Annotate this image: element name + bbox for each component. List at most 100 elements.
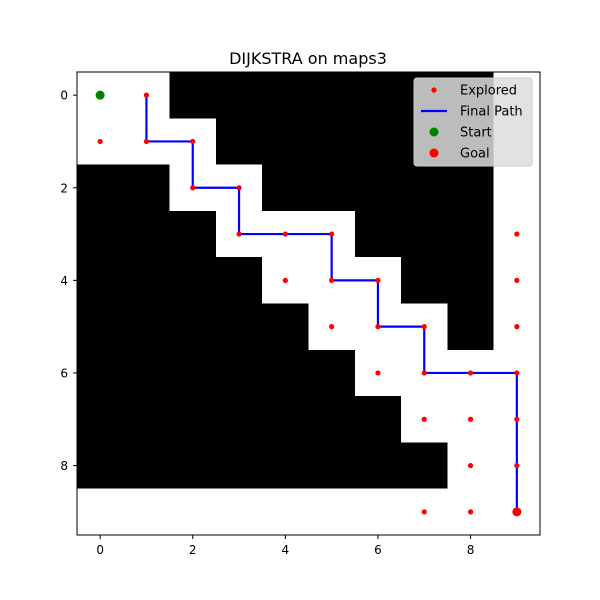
obstacle-cell xyxy=(169,396,216,443)
legend-label-goal: Goal xyxy=(460,147,490,162)
start-marker xyxy=(95,90,105,100)
x-tick-label: 2 xyxy=(189,543,197,557)
y-tick-label: 6 xyxy=(60,366,68,380)
explored-point xyxy=(467,370,474,376)
obstacle-cell xyxy=(354,442,402,489)
obstacle-cell xyxy=(77,164,124,211)
obstacle-cell xyxy=(169,303,216,350)
obstacle-cell xyxy=(262,396,309,443)
obstacle-cell xyxy=(169,72,216,119)
obstacle-cell xyxy=(447,164,494,211)
legend-label-start: Start xyxy=(460,126,492,141)
y-tick-label: 8 xyxy=(60,459,68,473)
final-path-layer xyxy=(145,95,518,512)
obstacle-cell xyxy=(123,442,170,489)
explored-point xyxy=(421,416,427,422)
obstacle-cell xyxy=(262,72,309,119)
legend-label-final-path: Final Path xyxy=(460,105,523,120)
obstacle-cell xyxy=(447,303,494,350)
obstacle-cell xyxy=(169,257,216,304)
obstacle-cell xyxy=(308,349,355,397)
explored-point xyxy=(421,324,427,330)
obstacle-cell xyxy=(401,164,448,211)
explored-point xyxy=(467,416,474,422)
obstacle-cell xyxy=(169,210,216,258)
y-tick-label: 2 xyxy=(60,181,68,195)
explored-point xyxy=(190,138,196,145)
final-path-line xyxy=(145,95,518,512)
obstacle-cell xyxy=(77,210,124,258)
explored-point xyxy=(421,509,427,515)
explored-point xyxy=(514,231,520,237)
explored-point xyxy=(514,416,520,422)
chart-title: DIJKSTRA on maps3 xyxy=(229,49,387,68)
explored-point xyxy=(236,231,242,237)
obstacle-cell xyxy=(308,118,355,165)
explored-point xyxy=(514,324,520,330)
explored-point xyxy=(514,462,520,469)
explored-point xyxy=(236,185,242,191)
y-tick-label: 0 xyxy=(60,89,68,103)
explored-point xyxy=(421,370,427,376)
explored-point xyxy=(514,370,520,376)
obstacle-cell xyxy=(354,210,402,258)
obstacle-cell xyxy=(215,442,263,489)
obstacle-cell xyxy=(215,303,263,350)
obstacle-cell xyxy=(77,442,124,489)
obstacle-cell xyxy=(354,396,402,443)
obstacle-cell xyxy=(308,396,355,443)
obstacle-cell xyxy=(77,257,124,304)
obstacle-cell xyxy=(123,164,170,211)
explored-point xyxy=(143,92,150,98)
obstacle-cell xyxy=(308,164,355,211)
explored-point xyxy=(97,138,103,145)
free-cell xyxy=(123,488,170,535)
obstacle-cell xyxy=(354,118,402,165)
obstacle-cell xyxy=(354,164,402,211)
legend-box xyxy=(413,77,533,167)
obstacle-cell xyxy=(447,210,494,258)
goal-marker xyxy=(512,507,522,517)
explored-point xyxy=(375,370,381,376)
start-goal-layer xyxy=(95,90,522,517)
explored-point xyxy=(143,138,150,145)
obstacle-cell xyxy=(77,303,124,350)
x-tick-label: 0 xyxy=(96,543,104,557)
obstacle-cell xyxy=(262,118,309,165)
axes-frame xyxy=(76,71,541,536)
explored-point xyxy=(467,509,474,515)
obstacle-cell xyxy=(262,349,309,397)
obstacle-cell xyxy=(123,210,170,258)
x-tick-label: 8 xyxy=(467,543,475,557)
explored-point xyxy=(329,324,335,330)
obstacle-cell xyxy=(123,303,170,350)
obstacle-cell xyxy=(401,257,448,304)
obstacle-cell xyxy=(169,349,216,397)
obstacle-cell xyxy=(354,72,402,119)
legend-swatch-goal xyxy=(429,148,439,158)
legend-label-explored: Explored xyxy=(460,84,517,99)
x-tick-label: 6 xyxy=(374,543,382,557)
obstacle-cell xyxy=(123,396,170,443)
free-cell xyxy=(354,488,402,535)
free-cell xyxy=(308,488,355,535)
explored-point xyxy=(282,231,288,237)
obstacle-cell xyxy=(215,349,263,397)
explored-point xyxy=(329,277,335,283)
obstacle-cell xyxy=(401,442,448,489)
obstacle-cell xyxy=(215,396,263,443)
free-cell xyxy=(493,164,540,211)
explored-point xyxy=(190,185,196,191)
obstacle-cell xyxy=(123,257,170,304)
explored-point xyxy=(514,277,520,283)
explored-point xyxy=(282,277,288,283)
obstacle-cell xyxy=(308,442,355,489)
axis-ticks: 0 2 4 6 8 0 2 4 6 8 xyxy=(60,89,474,557)
obstacle-cell xyxy=(447,257,494,304)
explored-point xyxy=(375,324,381,330)
explored-point xyxy=(375,277,381,283)
explored-point xyxy=(467,462,474,469)
obstacle-cell xyxy=(215,72,263,119)
legend-swatch-start xyxy=(429,127,439,137)
legend-swatch-explored xyxy=(431,87,437,93)
